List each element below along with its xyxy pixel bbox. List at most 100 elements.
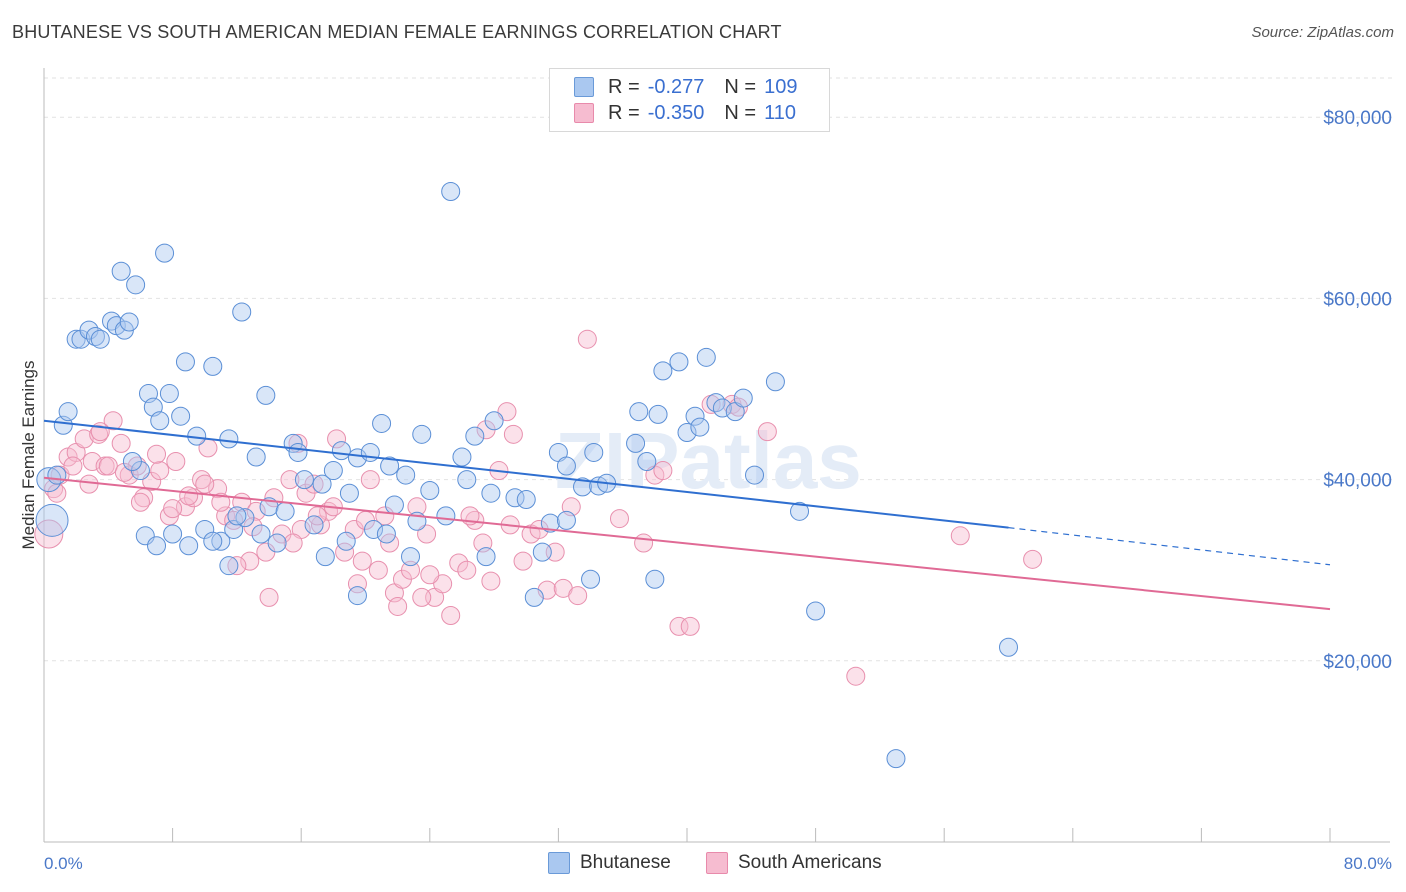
bhutanese-point (484, 411, 504, 431)
bhutanese-point (256, 385, 276, 405)
bhutanese-point (163, 524, 183, 544)
bhutanese-point (219, 429, 239, 449)
south-americans-point (63, 456, 83, 476)
bhutanese-point (219, 556, 239, 576)
bhutanese-point (581, 569, 601, 589)
bhutanese-point (384, 495, 404, 515)
bhutanese-point (288, 442, 308, 462)
bhutanese-point (412, 424, 432, 444)
series-legend: Bhutanese South Americans (0, 852, 1406, 880)
bhutanese-point (364, 519, 384, 539)
x-tick-label: 80.0% (1344, 854, 1392, 873)
bhutanese-point (122, 452, 142, 471)
south-americans-point (74, 429, 94, 449)
south-americans-point (669, 616, 689, 636)
bhutanese-point (669, 352, 689, 372)
legend-label-bhutanese: Bhutanese (580, 852, 671, 873)
legend-n-label: N = (724, 101, 757, 124)
bhutanese-point (312, 474, 332, 494)
bhutanese-point (690, 417, 710, 437)
bhutanese-point (396, 465, 416, 485)
south-americans-point (950, 526, 970, 546)
bhutanese-point (637, 452, 657, 471)
south-americans-point (114, 462, 134, 482)
bhutanese-point (645, 569, 665, 589)
bhutanese-point (380, 456, 400, 476)
y-tick-label: $60,000 (1323, 289, 1392, 310)
south-americans-point (412, 587, 432, 607)
bhutanese-trend-line (43, 419, 1009, 529)
bhutanese-point (111, 261, 131, 281)
trend-lines (43, 419, 1331, 611)
legend-r-label: R = (608, 75, 640, 98)
south-americans-point (147, 444, 167, 464)
south-americans-point (246, 501, 266, 521)
bhutanese-point (90, 329, 110, 349)
bhutanese-point (420, 480, 440, 500)
bhutanese-point (886, 749, 906, 769)
bhutanese-point (246, 447, 266, 467)
bhutanese-point (47, 465, 67, 485)
south-americans-point (457, 560, 477, 580)
bhutanese-point (195, 519, 215, 539)
correlation-legend: R = -0.277 N = 109 R = -0.350 N = 110 (549, 68, 830, 132)
legend-item-south-americans[interactable]: South Americans (706, 852, 882, 874)
bhutanese-point (203, 531, 223, 551)
south-americans-point (352, 551, 372, 571)
bhutanese-point (315, 547, 335, 567)
bhutanese-point (584, 442, 604, 462)
south-americans-point (82, 452, 102, 471)
legend-n-value: 109 (764, 75, 798, 98)
south-americans-point (441, 606, 461, 626)
south-americans-point (634, 533, 654, 553)
south-americans-point (179, 486, 199, 506)
bhutanese-point (436, 506, 456, 526)
bhutanese-point (259, 497, 279, 517)
bhutanese-point (806, 601, 826, 621)
south-americans-point (211, 492, 231, 512)
legend-row-bhutanese: R = -0.277 N = 109 (574, 75, 797, 99)
south-americans-point (283, 533, 303, 553)
bhutanese-point (323, 461, 343, 481)
bhutanese-point (232, 302, 252, 322)
legend-row-south-americans: R = -0.350 N = 110 (574, 101, 796, 125)
bhutanese-point (465, 426, 485, 446)
bhutanese-point (677, 423, 697, 443)
bhutanese-point (653, 361, 673, 381)
bhutanese-point (452, 447, 472, 467)
bhutanese-point (267, 533, 287, 553)
legend-item-bhutanese[interactable]: Bhutanese (548, 852, 671, 874)
south-americans-point (417, 524, 437, 544)
south-americans-point (259, 587, 279, 607)
chart-title: BHUTANESE VS SOUTH AMERICAN MEDIAN FEMAL… (12, 22, 782, 42)
bhutanese-point (765, 372, 785, 392)
y-tick-labels: $20,000 $40,000 $60,000 $80,000 (1323, 108, 1392, 673)
y-axis-label: Median Female Earnings (19, 361, 38, 550)
bhutanese-point (294, 470, 314, 490)
bhutanese-point (235, 508, 255, 528)
south-americans-point (130, 492, 150, 512)
bhutanese-point (696, 347, 716, 367)
grid-lines (44, 77, 1392, 662)
bhutanese-point (999, 637, 1018, 657)
bhutanese-point (58, 402, 78, 422)
bhutanese-point (155, 243, 175, 263)
south-americans-point (568, 586, 588, 606)
bhutanese-trend-extension (1008, 527, 1331, 566)
bhutanese-point (347, 448, 367, 468)
bhutanese-point (540, 513, 560, 533)
legend-swatch-south-americans (574, 103, 594, 123)
south-americans-point (280, 470, 300, 490)
south-americans-point (433, 574, 453, 594)
legend-r-value: -0.350 (647, 101, 705, 124)
bhutanese-point (629, 402, 649, 422)
bhutanese-point (159, 384, 179, 404)
bhutanese-point (524, 587, 544, 607)
south-americans-point (195, 474, 215, 494)
bhutanese-point (336, 531, 356, 551)
bhutanese-point (556, 456, 576, 476)
south-americans-point (420, 565, 440, 585)
x-tick-labels: 0.0% 80.0% (44, 854, 1392, 873)
south-americans-point (481, 571, 501, 591)
bhutanese-point (790, 501, 810, 521)
